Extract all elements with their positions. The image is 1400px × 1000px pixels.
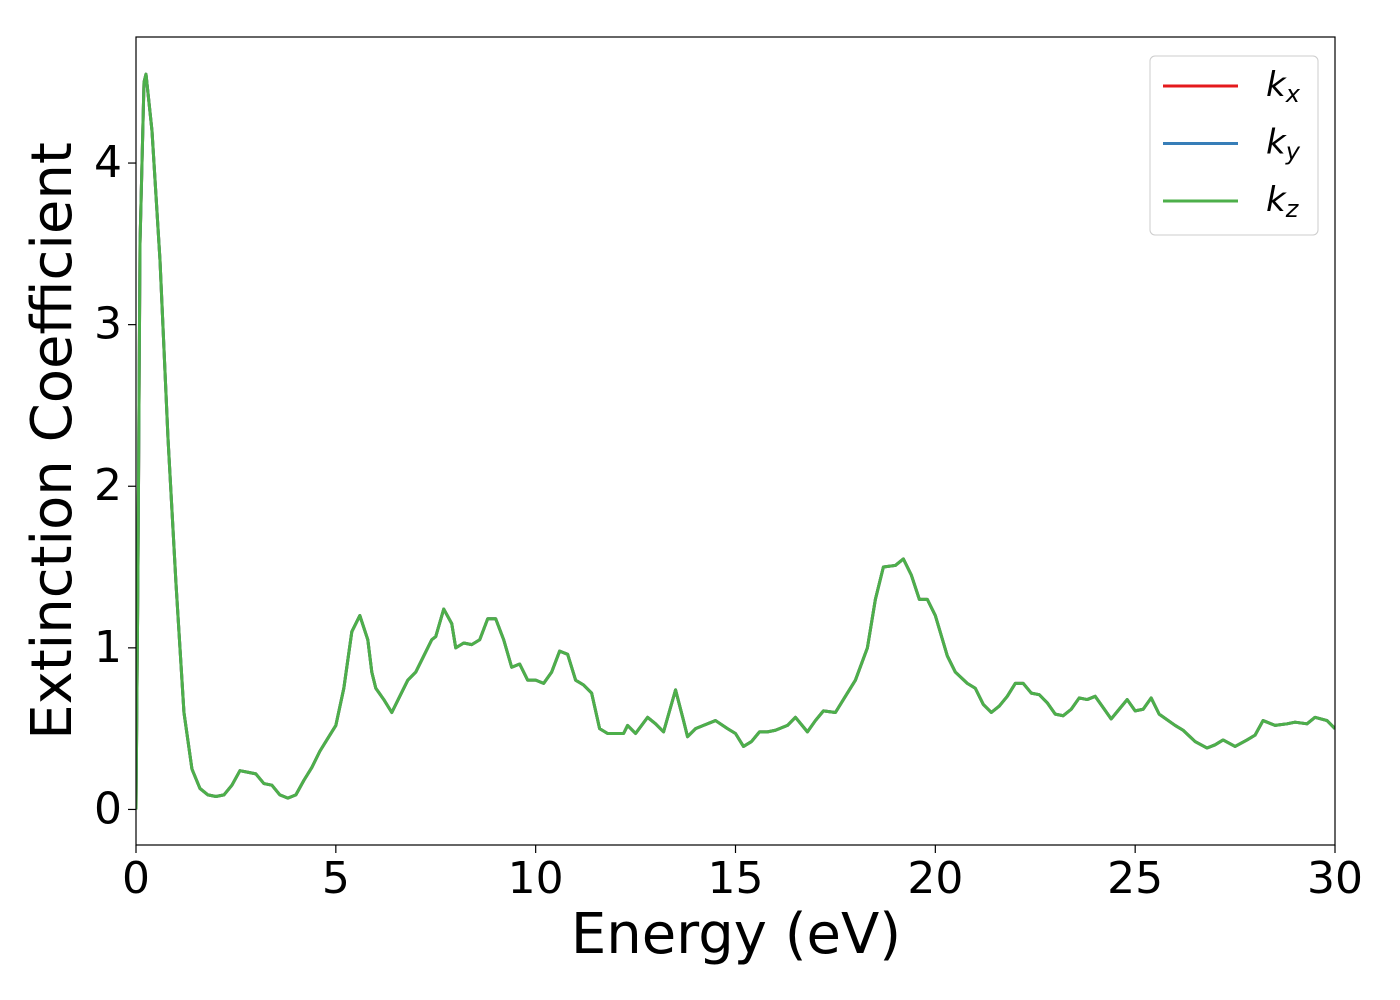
plot-frame bbox=[135, 36, 1336, 846]
x-tick-label: 20 bbox=[907, 853, 963, 904]
y-tick-label: 0 bbox=[94, 783, 122, 834]
legend-label: kz bbox=[1266, 180, 1300, 224]
y-tick-label: 1 bbox=[94, 622, 122, 673]
y-tick-label: 2 bbox=[94, 460, 122, 511]
x-axis-label: Energy (eV) bbox=[571, 902, 901, 967]
legend-label: kx bbox=[1266, 65, 1301, 109]
series-line bbox=[136, 72, 1335, 810]
y-axis-label: Extinction Coefficient bbox=[20, 142, 85, 740]
x-tick-label: 15 bbox=[708, 853, 764, 904]
legend-box bbox=[1149, 55, 1319, 236]
x-tick-label: 25 bbox=[1107, 853, 1163, 904]
x-tick-label: 30 bbox=[1307, 853, 1363, 904]
x-tick-label: 5 bbox=[322, 853, 350, 904]
x-tick-label: 10 bbox=[508, 853, 564, 904]
legend-label: ky bbox=[1266, 122, 1301, 166]
x-tick-label: 0 bbox=[122, 853, 150, 904]
y-tick-label: 4 bbox=[94, 137, 122, 188]
y-tick-label: 3 bbox=[94, 299, 122, 350]
